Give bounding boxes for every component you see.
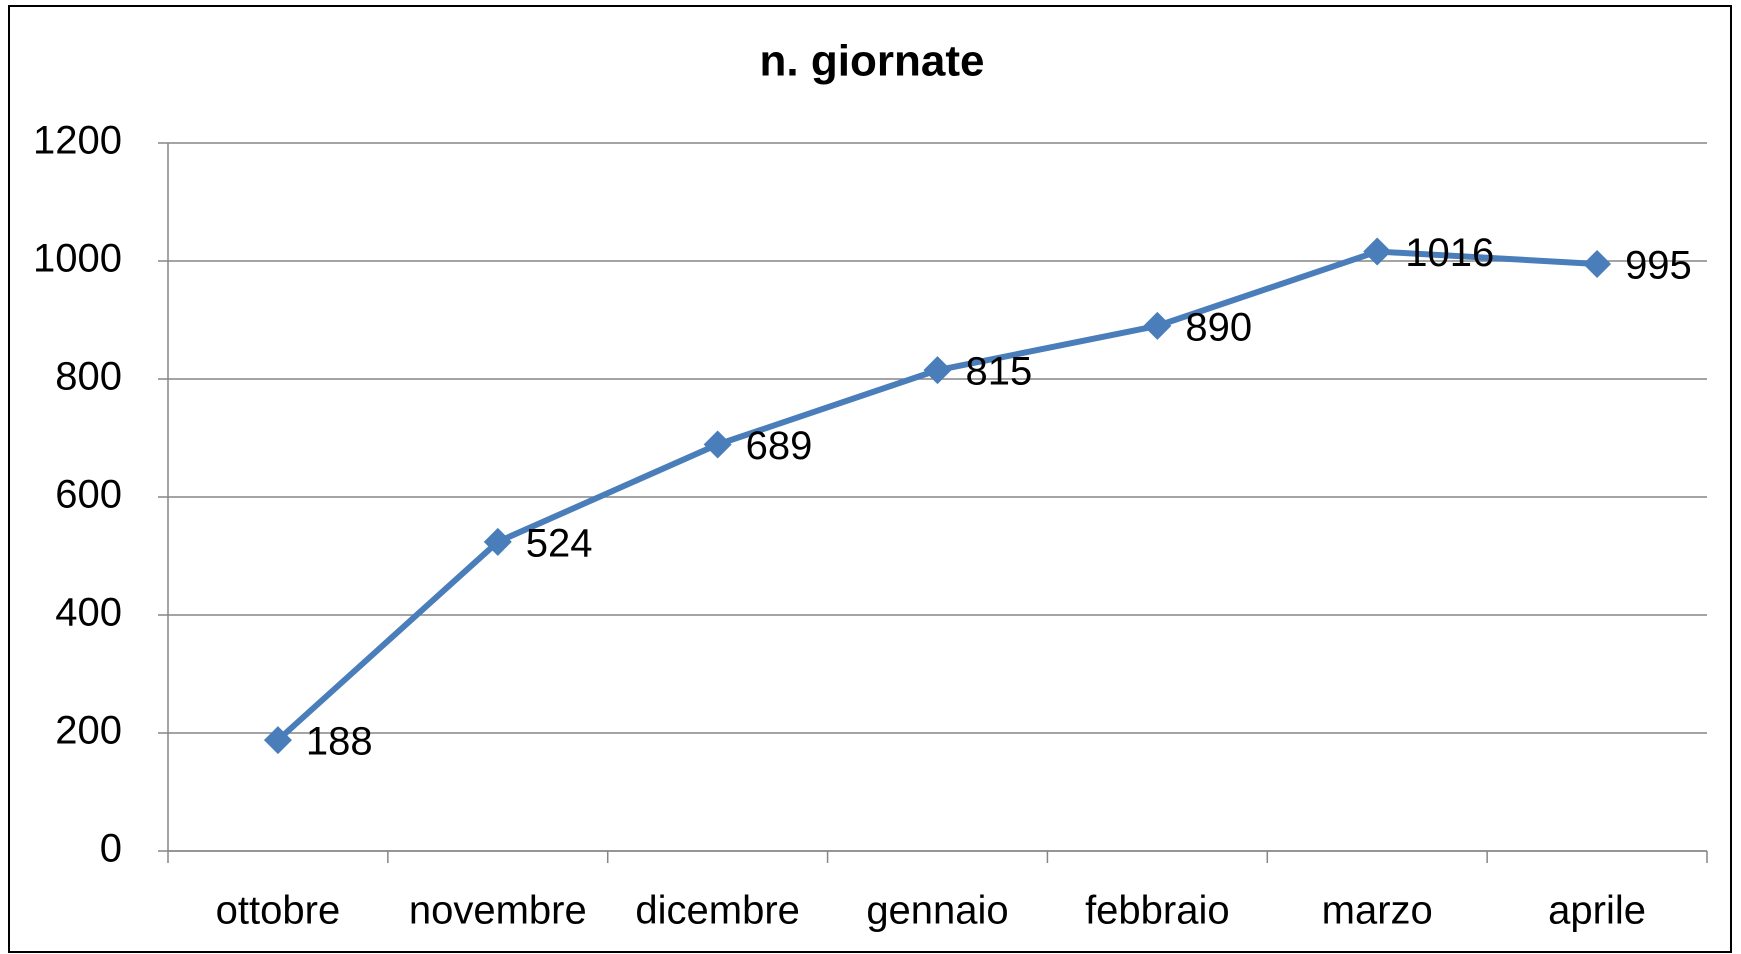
x-tick-label: novembre	[409, 889, 587, 933]
marker	[1143, 311, 1172, 340]
data-label: 815	[966, 350, 1033, 394]
y-tick-label: 600	[55, 473, 122, 517]
data-label: 689	[746, 424, 813, 468]
y-tick-label: 800	[55, 355, 122, 399]
marker	[1583, 249, 1612, 278]
x-tick-label: aprile	[1548, 889, 1646, 933]
y-tick-label: 1000	[33, 237, 122, 281]
marker	[1363, 237, 1392, 266]
data-label: 188	[306, 720, 373, 764]
data-label: 524	[526, 521, 593, 565]
marker	[263, 726, 292, 755]
y-tick-label: 1200	[33, 119, 122, 163]
data-label: 1016	[1405, 231, 1494, 275]
y-tick-label: 0	[100, 827, 122, 871]
x-tick-label: marzo	[1322, 889, 1433, 933]
data-label: 995	[1625, 244, 1692, 288]
y-tick-label: 400	[55, 591, 122, 635]
x-tick-label: gennaio	[866, 889, 1008, 933]
chart-title: n. giornate	[760, 37, 985, 86]
data-label: 890	[1185, 305, 1252, 349]
marker	[483, 527, 512, 556]
chart-border	[8, 5, 1732, 953]
x-tick-label: febbraio	[1085, 889, 1230, 933]
y-tick-label: 200	[55, 709, 122, 753]
x-tick-label: ottobre	[216, 889, 341, 933]
marker	[703, 430, 732, 459]
x-tick-label: dicembre	[635, 889, 800, 933]
marker	[923, 356, 952, 385]
